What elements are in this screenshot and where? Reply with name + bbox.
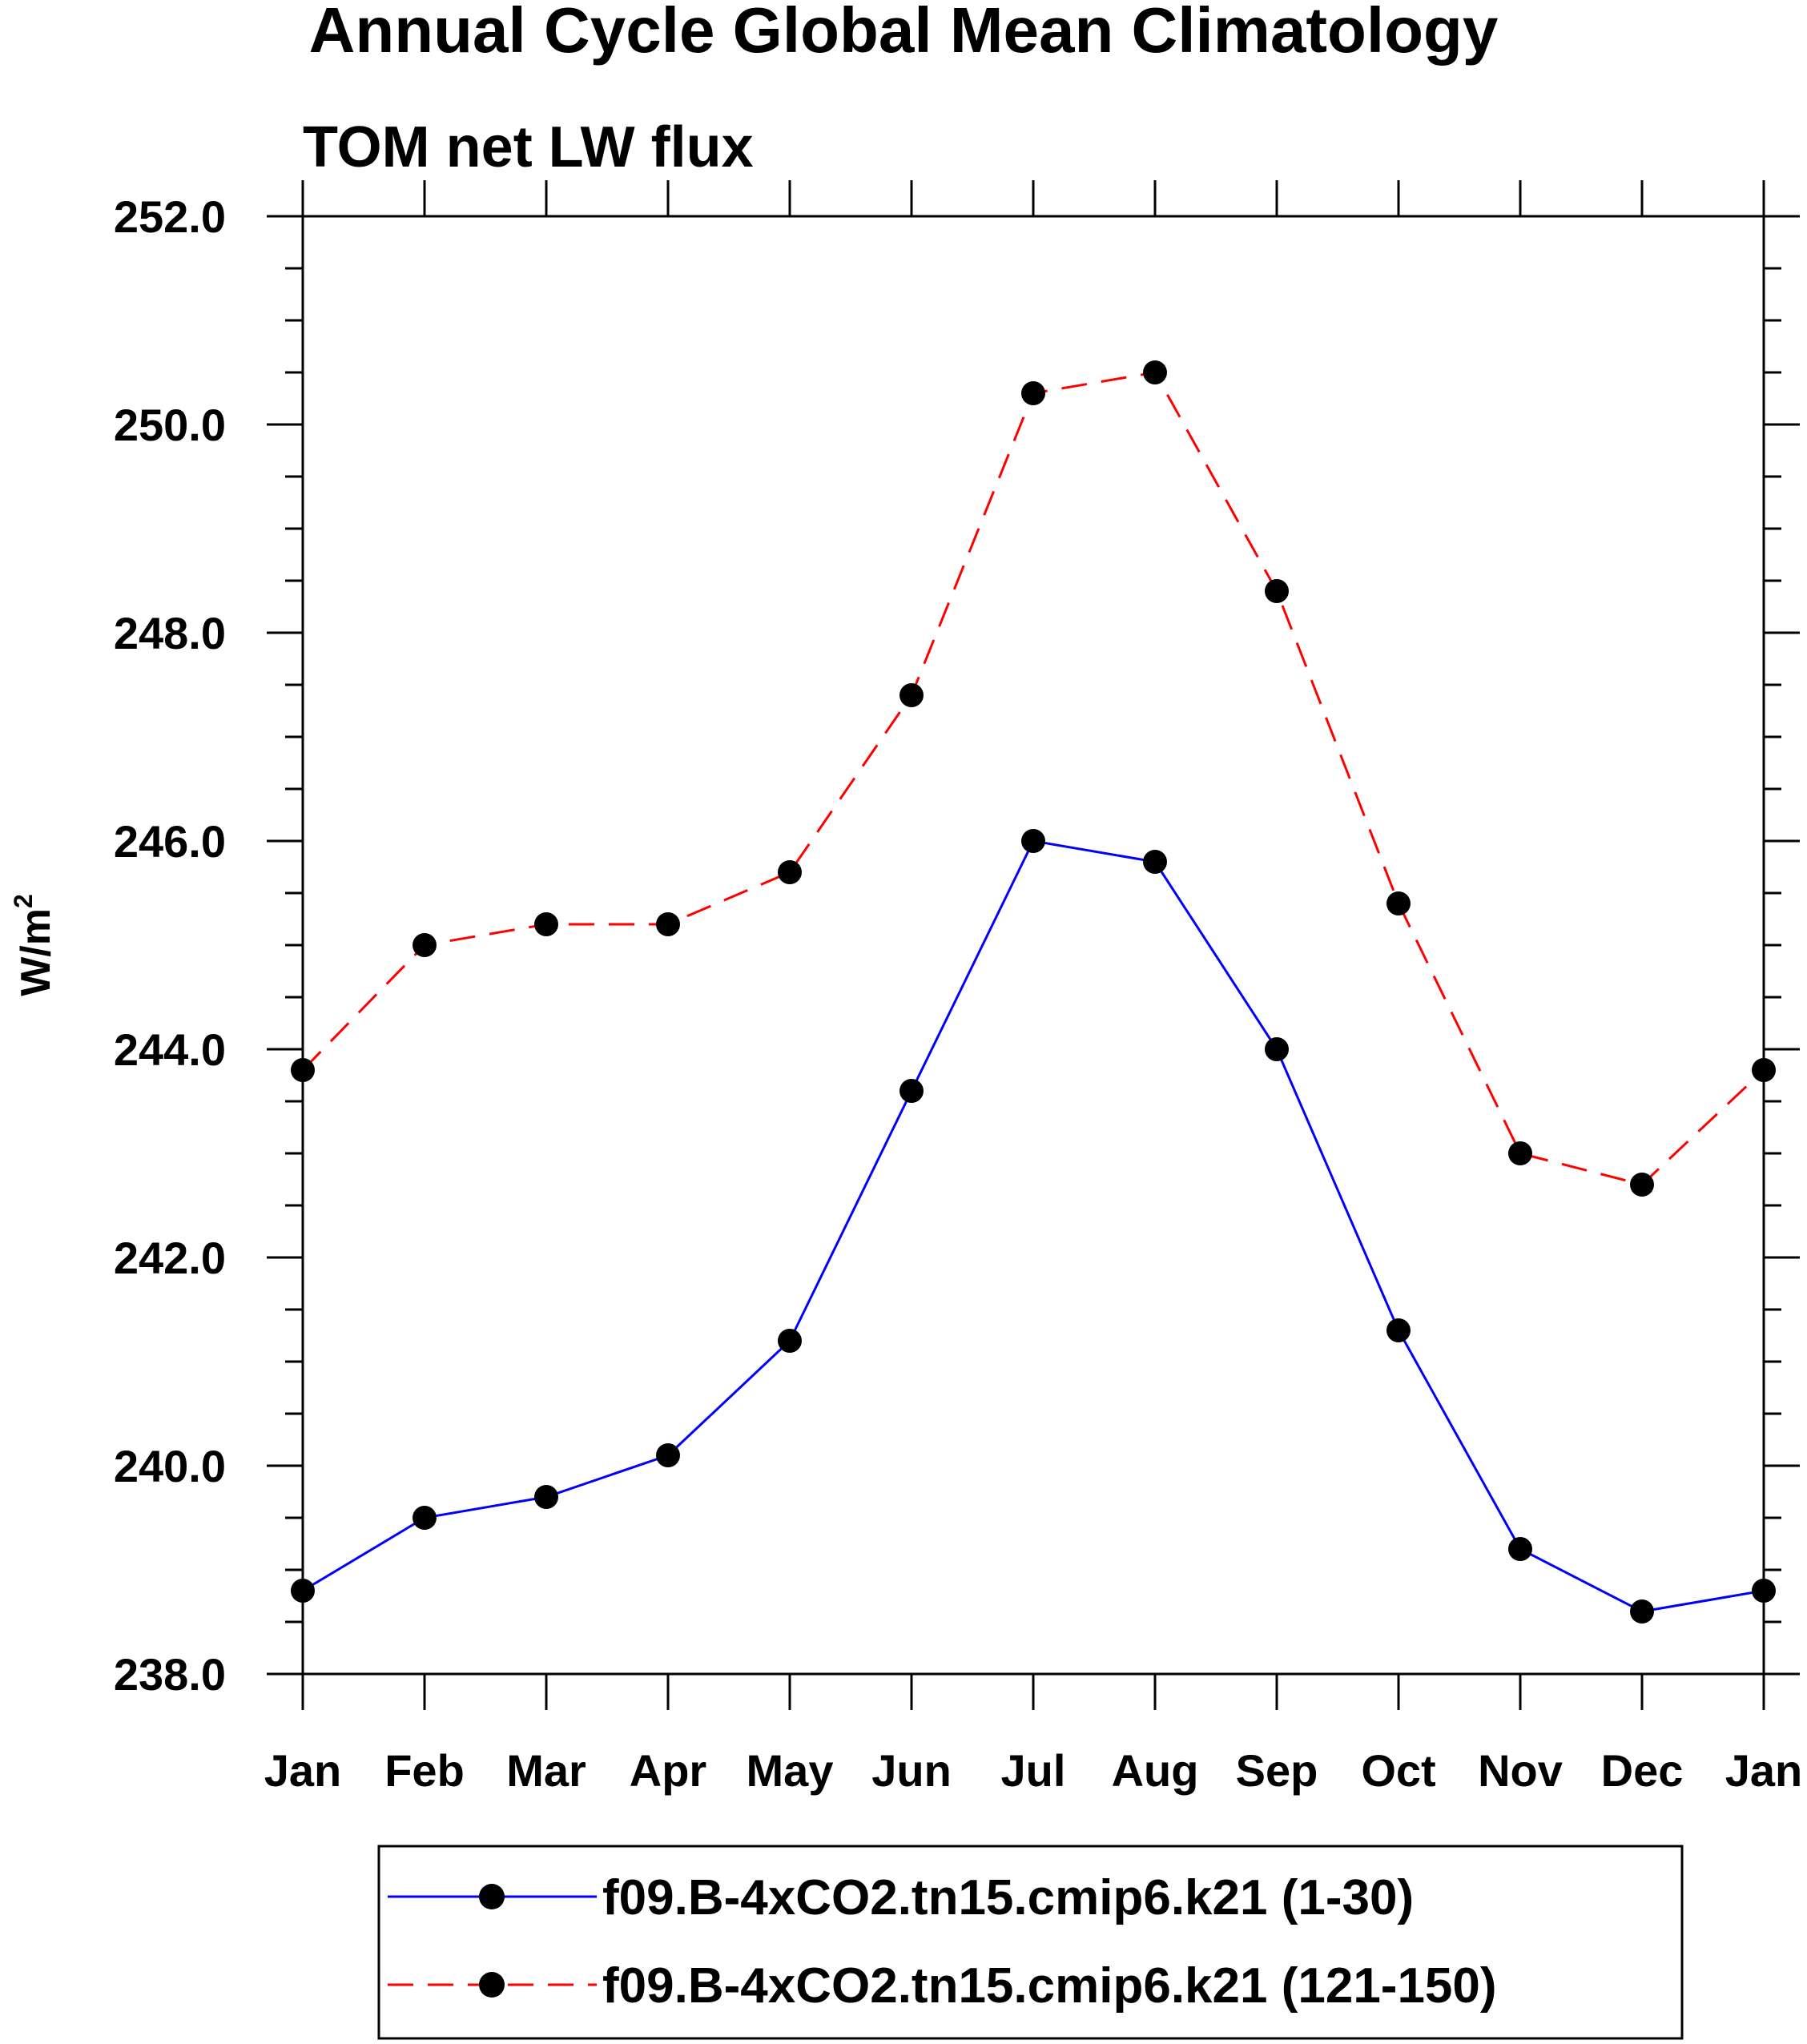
x-tick-label: Jan xyxy=(264,1745,342,1796)
legend-marker-series-1 xyxy=(479,1884,505,1909)
legend-label-series-2: f09.B-4xCO2.tn15.cmip6.k21 (121-150) xyxy=(602,1958,1497,2014)
x-tick-label: Jul xyxy=(1001,1745,1066,1796)
series-1-point xyxy=(1265,1037,1289,1061)
y-tick-label: 246.0 xyxy=(114,816,226,867)
y-tick-label: 250.0 xyxy=(114,400,226,450)
series-1-point xyxy=(656,1443,680,1467)
series-2-point xyxy=(1508,1141,1532,1165)
series-1-point xyxy=(1752,1579,1776,1603)
x-tick-label: Mar xyxy=(506,1745,586,1796)
axis-ticks xyxy=(267,180,1800,1710)
series-2-point xyxy=(1265,579,1289,603)
series-1-point xyxy=(291,1579,315,1603)
x-tick-label: Nov xyxy=(1478,1745,1563,1796)
x-tick-label: Apr xyxy=(630,1745,706,1796)
series-2-point xyxy=(534,912,558,936)
series-1-point xyxy=(1143,850,1167,874)
series-1-point xyxy=(1508,1537,1532,1561)
y-tick-label: 242.0 xyxy=(114,1233,226,1283)
y-tick-label: 252.0 xyxy=(114,191,226,242)
x-tick-label: Jan xyxy=(1725,1745,1803,1796)
y-axis-label-superscript: 2 xyxy=(9,894,38,908)
x-tick-labels: Jan Feb Mar Apr May Jun Jul Aug Sep Oct Nov Dec Jan xyxy=(264,1745,1803,1796)
legend: f09.B-4xCO2.tn15.cmip6.k21 (1-30) f09.B-… xyxy=(377,1845,1684,2040)
x-tick-label: Jun xyxy=(871,1745,952,1796)
series-2-point xyxy=(413,933,437,957)
y-axis-label: W/m2 xyxy=(9,894,59,996)
series-1-point xyxy=(1630,1599,1654,1624)
x-tick-label: May xyxy=(747,1745,834,1796)
y-tick-label: 244.0 xyxy=(114,1024,226,1075)
series-2-point xyxy=(1386,891,1411,915)
series-1-point xyxy=(1021,829,1045,853)
x-tick-label: Sep xyxy=(1236,1745,1318,1796)
series-2-point xyxy=(1630,1173,1654,1197)
y-axis-label-base: W/m xyxy=(13,908,59,996)
series-lines xyxy=(301,371,1765,1613)
series-2-point xyxy=(1021,381,1045,405)
x-tick-label: Feb xyxy=(384,1745,465,1796)
y-tick-label: 240.0 xyxy=(114,1441,226,1491)
legend-marker-series-2 xyxy=(479,1972,505,1998)
series-2-point xyxy=(291,1058,315,1082)
chart-subtitle: TOM net LW flux xyxy=(303,115,754,179)
series-2-point xyxy=(1143,360,1167,384)
series-1-point xyxy=(1386,1318,1411,1342)
series-line-1 xyxy=(302,839,1765,1613)
plot-area xyxy=(301,215,1765,1676)
x-tick-label: Dec xyxy=(1601,1745,1684,1796)
series-markers xyxy=(291,360,1776,1624)
series-2-point xyxy=(778,860,802,884)
series-1-point xyxy=(778,1329,802,1353)
series-1-point xyxy=(534,1485,558,1509)
series-2-point xyxy=(899,683,924,707)
x-tick-label: Aug xyxy=(1112,1745,1199,1796)
legend-box xyxy=(377,1845,1684,2040)
legend-label-series-1: f09.B-4xCO2.tn15.cmip6.k21 (1-30) xyxy=(602,1870,1414,1925)
chart-title: Annual Cycle Global Mean Climatology xyxy=(309,0,1499,66)
x-tick-label: Oct xyxy=(1361,1745,1435,1796)
series-2-point xyxy=(656,912,680,936)
y-tick-label: 238.0 xyxy=(114,1649,226,1700)
svg-text:W/m2: W/m2 xyxy=(9,894,59,996)
y-tick-labels: 238.0 240.0 242.0 244.0 246.0 248.0 250.0 252.0 xyxy=(114,191,226,1700)
series-1-point xyxy=(899,1079,924,1103)
series-2-point xyxy=(1752,1058,1776,1082)
y-tick-label: 248.0 xyxy=(114,608,226,658)
series-line-2 xyxy=(301,371,1765,1186)
series-1-point xyxy=(413,1506,437,1530)
